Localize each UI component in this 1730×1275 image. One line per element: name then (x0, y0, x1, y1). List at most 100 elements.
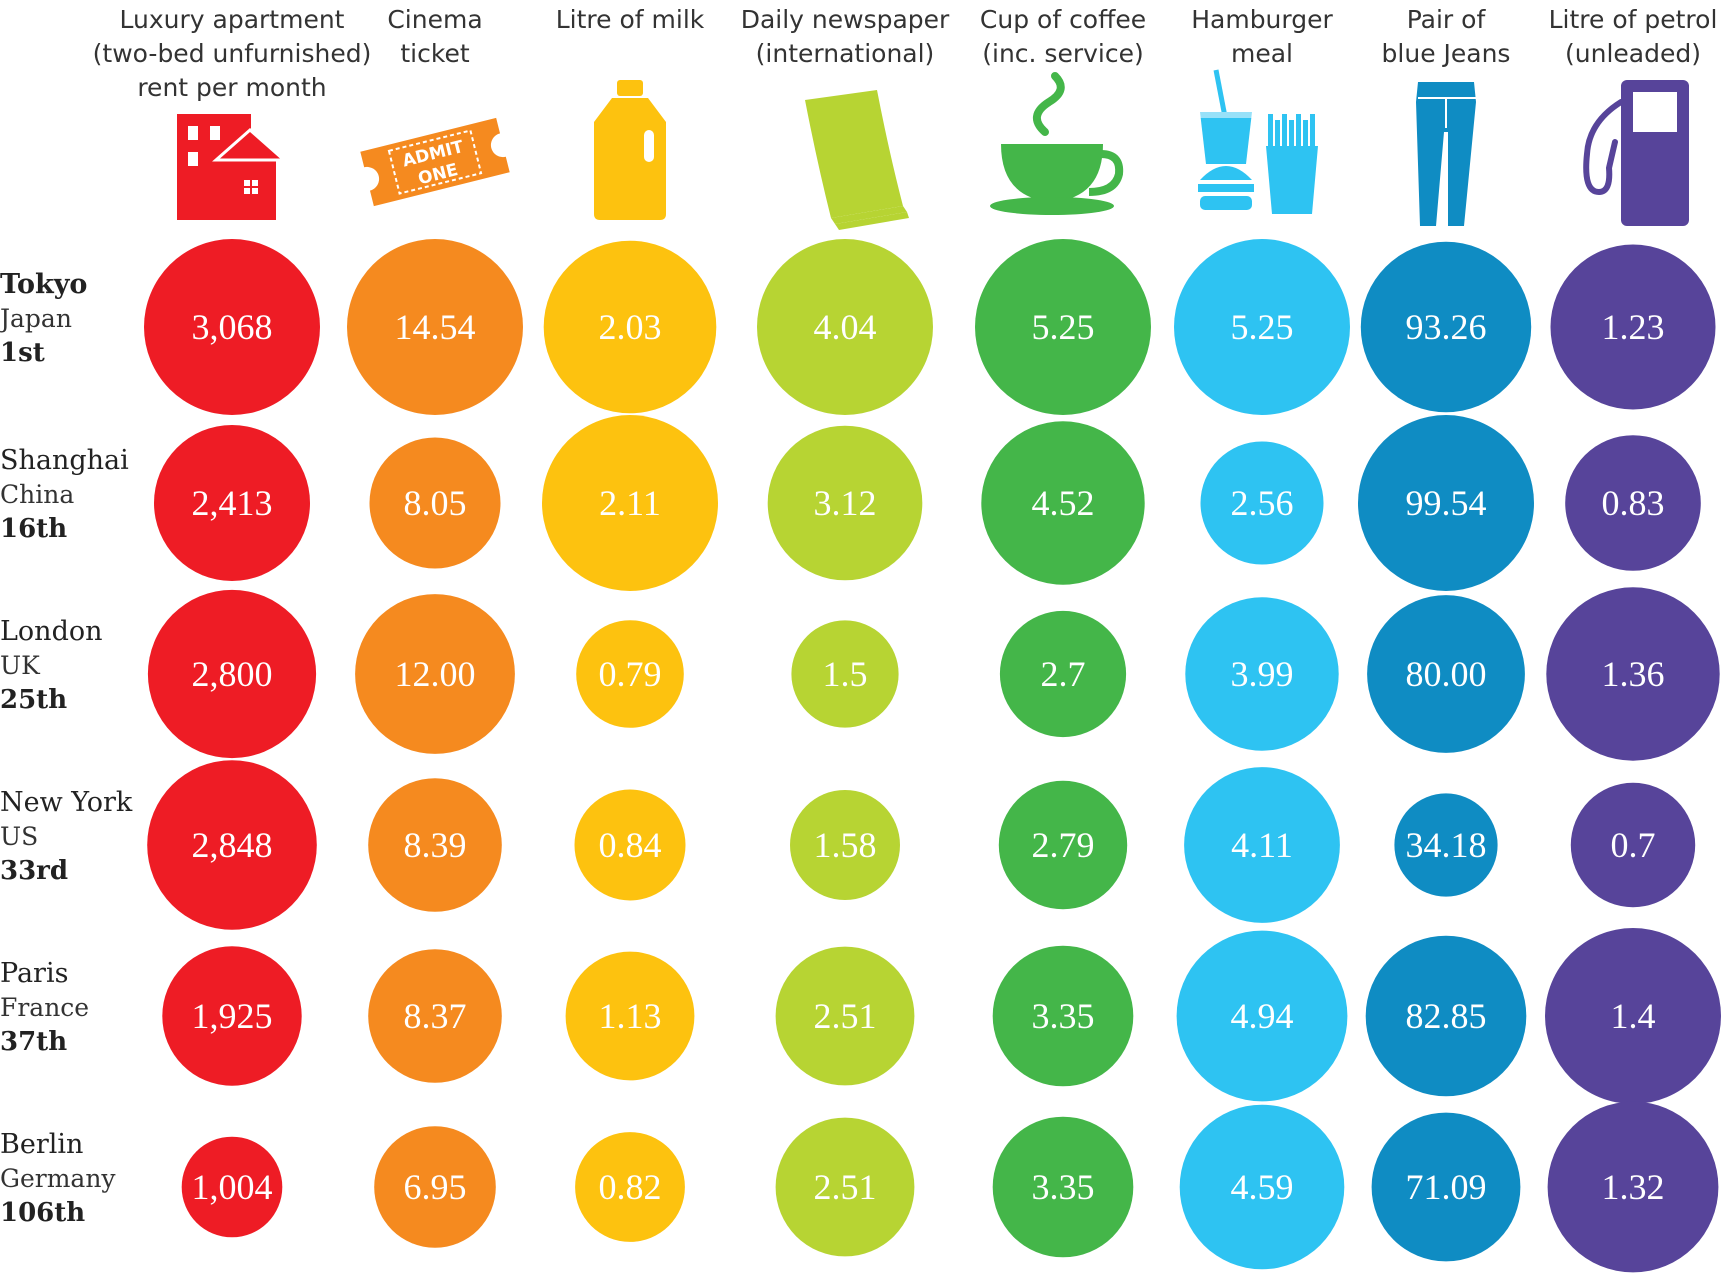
bubble-value-label: 1.13 (599, 996, 662, 1036)
bubble (576, 620, 684, 728)
country-name: Germany (0, 1164, 116, 1193)
country-name: France (0, 993, 89, 1022)
column-header-label: (inc. service) (982, 39, 1144, 68)
bubble (1565, 435, 1701, 571)
bubble-value-label: 3.12 (814, 483, 877, 523)
column-header: Daily newspaper (international) (741, 5, 950, 68)
column-header: Cinema ticket (387, 5, 482, 68)
bubble-value-label: 5.25 (1231, 307, 1294, 347)
bubble-value-label: 0.82 (599, 1167, 662, 1207)
bubble (347, 239, 523, 415)
bubble (154, 425, 310, 581)
column-header-label: rent per month (137, 73, 326, 102)
bubble-value-label: 71.09 (1406, 1167, 1487, 1207)
bubble-value-label: 3.35 (1032, 996, 1095, 1036)
bubble (368, 778, 502, 912)
bubble-value-label: 4.94 (1231, 996, 1294, 1036)
bubble-value-label: 0.84 (599, 825, 662, 865)
bubble (1179, 1104, 1345, 1270)
bubble-value-label: 8.05 (404, 483, 467, 523)
bubble-value-label: 4.11 (1231, 825, 1293, 865)
bubble (767, 425, 923, 581)
bubble-value-label: 2,848 (192, 825, 273, 865)
newspaper-icon (805, 90, 909, 230)
bubble (1394, 793, 1498, 897)
bubble (1570, 782, 1696, 908)
bubble-value-label: 14.54 (395, 307, 476, 347)
country-name: Japan (0, 304, 72, 333)
bubble-value-label: 2.56 (1231, 483, 1294, 523)
apartment-building-icon (177, 114, 288, 220)
row-label: Shanghai China 16th (0, 445, 129, 544)
bubble-value-label: 2.11 (599, 483, 661, 523)
column-header-label: (unleaded) (1565, 39, 1701, 68)
bubble-value-label: 2.51 (814, 1167, 877, 1207)
column-header-label: Litre of petrol (1549, 5, 1718, 34)
city-rank: 25th (0, 685, 67, 715)
column-header: Pair of blue Jeans (1382, 5, 1511, 68)
bubble-value-label: 80.00 (1406, 654, 1487, 694)
bubble-value-label: 2.79 (1032, 825, 1095, 865)
bubble (1360, 241, 1532, 413)
bubble-value-label: 1.58 (814, 825, 877, 865)
bubble (1547, 1101, 1719, 1273)
column-header: Litre of petrol (unleaded) (1549, 5, 1718, 68)
city-name: Shanghai (0, 445, 129, 476)
bubble (147, 589, 317, 759)
bubble-value-label: 34.18 (1406, 825, 1487, 865)
bubble-value-label: 99.54 (1406, 483, 1487, 523)
bubble (999, 610, 1127, 738)
bubble-value-label: 1,004 (192, 1167, 273, 1207)
column-header-label: (international) (756, 39, 935, 68)
milk-jug-icon (594, 80, 666, 220)
bubble-value-label: 82.85 (1406, 996, 1487, 1036)
bubble-value-label: 93.26 (1406, 307, 1487, 347)
column-header-label: Litre of milk (556, 5, 705, 34)
bubble (162, 946, 302, 1086)
row-label: Paris France 37th (0, 958, 89, 1057)
country-name: US (0, 822, 38, 851)
bubble-value-label: 4.59 (1231, 1167, 1294, 1207)
city-rank: 106th (0, 1198, 85, 1228)
bubble (775, 946, 915, 1086)
bubble-value-label: 1.5 (823, 654, 868, 694)
bubble-value-label: 2,413 (192, 483, 273, 523)
bubble (1365, 935, 1527, 1097)
column-header-label: ticket (400, 39, 469, 68)
country-name: UK (0, 651, 41, 680)
column-header: Litre of milk (556, 5, 705, 34)
bubble (775, 1117, 915, 1257)
column-header-label: (two-bed unfurnished) (93, 39, 372, 68)
bubble (575, 1132, 685, 1242)
bubble (147, 760, 317, 930)
column-header-label: meal (1231, 39, 1293, 68)
bubble (1185, 597, 1339, 751)
column-header-label: Hamburger (1191, 5, 1333, 34)
bubble (1545, 928, 1721, 1104)
bubble-value-label: 1.4 (1611, 996, 1656, 1036)
column-header-label: Cup of coffee (980, 5, 1146, 34)
jeans-icon (1416, 82, 1476, 226)
bubble-value-label: 1.36 (1602, 654, 1665, 694)
bubble-value-label: 4.52 (1032, 483, 1095, 523)
bubble-value-label: 8.37 (404, 996, 467, 1036)
country-name: China (0, 480, 74, 509)
bubble (1200, 441, 1324, 565)
city-name: New York (0, 787, 133, 818)
bubble (1176, 930, 1348, 1102)
bubble (543, 240, 717, 414)
bubble (542, 415, 718, 591)
city-rank: 37th (0, 1027, 67, 1057)
column-header-label: Pair of (1407, 5, 1487, 34)
bubble (992, 945, 1134, 1087)
city-rank: 33rd (0, 856, 68, 886)
row-label: Tokyo Japan 1st (0, 269, 87, 368)
bubble (1358, 415, 1534, 591)
row-label: New York US 33rd (0, 787, 133, 886)
city-name: London (0, 616, 103, 647)
bubble-value-label: 0.79 (599, 654, 662, 694)
bubble (992, 1116, 1134, 1258)
bubble-value-label: 5.25 (1032, 307, 1095, 347)
